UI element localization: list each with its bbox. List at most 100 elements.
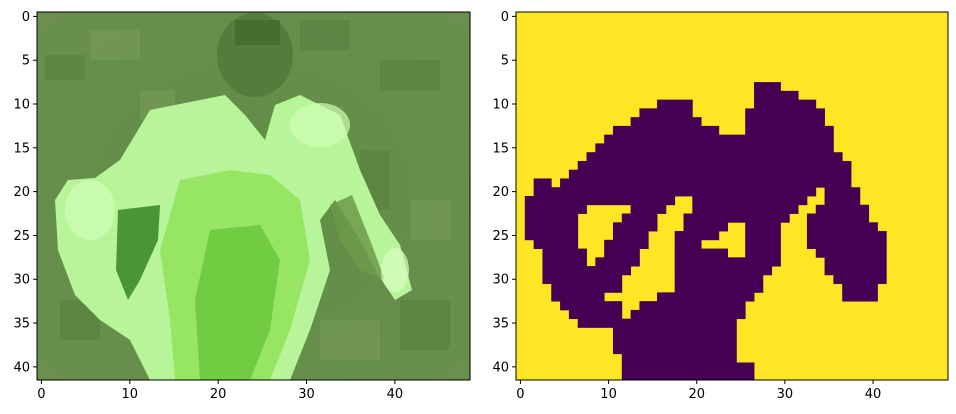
y-tick-label: 15 bbox=[492, 141, 509, 156]
mask-pixel-run bbox=[639, 301, 746, 311]
photo-image bbox=[37, 12, 470, 380]
mask-pixel-run bbox=[551, 292, 605, 302]
mask-pixel-run bbox=[674, 239, 702, 249]
mask-pixel-run bbox=[674, 231, 720, 241]
mask-pixel-run bbox=[745, 231, 781, 241]
mask-pixel-run bbox=[533, 239, 579, 249]
mask-pixel-run bbox=[524, 213, 579, 223]
mask-pixel-run bbox=[674, 274, 764, 285]
mask-pixel-run bbox=[621, 371, 755, 380]
mask-pixel-run bbox=[833, 274, 887, 285]
mask-pixel-run bbox=[542, 266, 596, 276]
mask-pixel-run bbox=[745, 108, 825, 118]
mask-pixel-run bbox=[595, 274, 623, 285]
mask-pixel-run bbox=[524, 231, 579, 241]
mask-pixel-run bbox=[842, 283, 878, 293]
mask-pixel-run bbox=[542, 274, 596, 285]
mask-pixel-run bbox=[621, 213, 658, 223]
y-tick-label: 0 bbox=[22, 10, 30, 25]
mask-foreground bbox=[524, 82, 887, 380]
mask-pixel-run bbox=[683, 222, 728, 232]
mask-pixel-run bbox=[657, 99, 693, 109]
mask-pixel-run bbox=[806, 213, 870, 223]
y-tick-label: 5 bbox=[501, 54, 509, 69]
y-tick-label: 10 bbox=[13, 98, 30, 113]
x-tick-label: 20 bbox=[210, 387, 227, 402]
mask-pixel-run bbox=[657, 292, 755, 302]
mask-pixel-run bbox=[542, 257, 587, 267]
mask-pixel-run bbox=[754, 99, 817, 109]
mask-pixel-run bbox=[560, 301, 623, 311]
x-tick-label: 0 bbox=[516, 387, 524, 402]
x-tick-label: 0 bbox=[37, 387, 45, 402]
mask-pixel-run bbox=[674, 283, 764, 293]
mask-pixel-run bbox=[533, 178, 552, 188]
mask-pixel-run bbox=[604, 239, 649, 249]
mask-axes: 0 10 20 30 40 0 5 10 15 20 25 30 35 40 bbox=[492, 10, 881, 402]
x-tick-label: 40 bbox=[865, 387, 882, 402]
y-tick-label: 10 bbox=[492, 98, 509, 113]
mask-pixel-run bbox=[745, 125, 834, 136]
mask-pixel-run bbox=[842, 292, 878, 302]
y-tick-label: 0 bbox=[501, 10, 509, 25]
y-tick-label: 30 bbox=[13, 273, 30, 288]
y-tick-label: 35 bbox=[13, 317, 30, 332]
y-tick-label: 40 bbox=[492, 360, 509, 375]
mask-pixel-run bbox=[621, 362, 755, 372]
y-tick-label: 15 bbox=[13, 141, 30, 156]
y-tick-label: 30 bbox=[492, 273, 509, 288]
y-tick-label: 20 bbox=[13, 185, 30, 200]
mask-pixel-run bbox=[745, 248, 781, 258]
mask-pixel-run bbox=[612, 125, 720, 136]
mask-panel: 0 10 20 30 40 0 5 10 15 20 25 30 35 40 bbox=[492, 10, 949, 402]
mask-pixel-run bbox=[533, 187, 817, 197]
mask-pixel-run bbox=[612, 231, 649, 241]
mask-pixel-run bbox=[612, 327, 737, 337]
mask-pixel-run bbox=[630, 204, 667, 214]
mask-pixel-run bbox=[745, 117, 825, 127]
mask-pixel-run bbox=[604, 134, 834, 144]
x-tick-label: 30 bbox=[777, 387, 794, 402]
mask-pixel-run bbox=[674, 248, 728, 258]
mask-pixel-run bbox=[639, 108, 693, 118]
y-tick-label: 25 bbox=[13, 229, 30, 244]
mask-pixel-run bbox=[745, 222, 781, 232]
mask-pixel-run bbox=[612, 344, 737, 355]
mask-pixel-run bbox=[824, 187, 861, 197]
mask-pixel-run bbox=[806, 222, 878, 232]
photo-frame bbox=[36, 11, 471, 381]
mask-pixel-run bbox=[754, 82, 781, 92]
mask-pixel-run bbox=[612, 336, 737, 346]
y-tick-label: 5 bbox=[22, 54, 30, 69]
mask-pixel-run bbox=[683, 213, 790, 223]
mask-pixel-run bbox=[586, 152, 843, 162]
mask-pixel-run bbox=[560, 178, 852, 188]
mask-frame bbox=[515, 11, 949, 381]
mask-pixel-run bbox=[815, 204, 870, 214]
mask-pixel-run bbox=[524, 204, 587, 214]
x-tick-label: 30 bbox=[298, 387, 315, 402]
y-tick-label: 35 bbox=[492, 317, 509, 332]
mask-pixel-run bbox=[674, 257, 781, 267]
mask-pixel-run bbox=[745, 239, 781, 249]
mask-pixel-run bbox=[630, 117, 702, 127]
mask-pixel-run bbox=[577, 318, 737, 328]
mask-pixel-run bbox=[568, 309, 623, 320]
mask-pixel-run bbox=[815, 248, 887, 258]
mask-pixel-run bbox=[568, 169, 852, 179]
mask-pixel-run bbox=[542, 248, 587, 258]
mask-pixel-run bbox=[806, 239, 887, 249]
mask-pixel-run bbox=[630, 309, 746, 320]
mask-pixel-run bbox=[595, 257, 640, 267]
photo-panel: 0 10 20 30 40 0 5 10 15 20 25 30 35 40 bbox=[13, 10, 471, 402]
mask-pixel-run bbox=[604, 283, 623, 293]
mask-pixel-run bbox=[754, 90, 799, 101]
x-tick-label: 10 bbox=[600, 387, 617, 402]
x-tick-label: 10 bbox=[122, 387, 139, 402]
y-tick-label: 20 bbox=[492, 185, 509, 200]
y-tick-label: 25 bbox=[492, 229, 509, 244]
x-tick-label: 20 bbox=[688, 387, 705, 402]
mask-pixel-run bbox=[674, 266, 773, 276]
mask-pixel-run bbox=[551, 283, 605, 293]
